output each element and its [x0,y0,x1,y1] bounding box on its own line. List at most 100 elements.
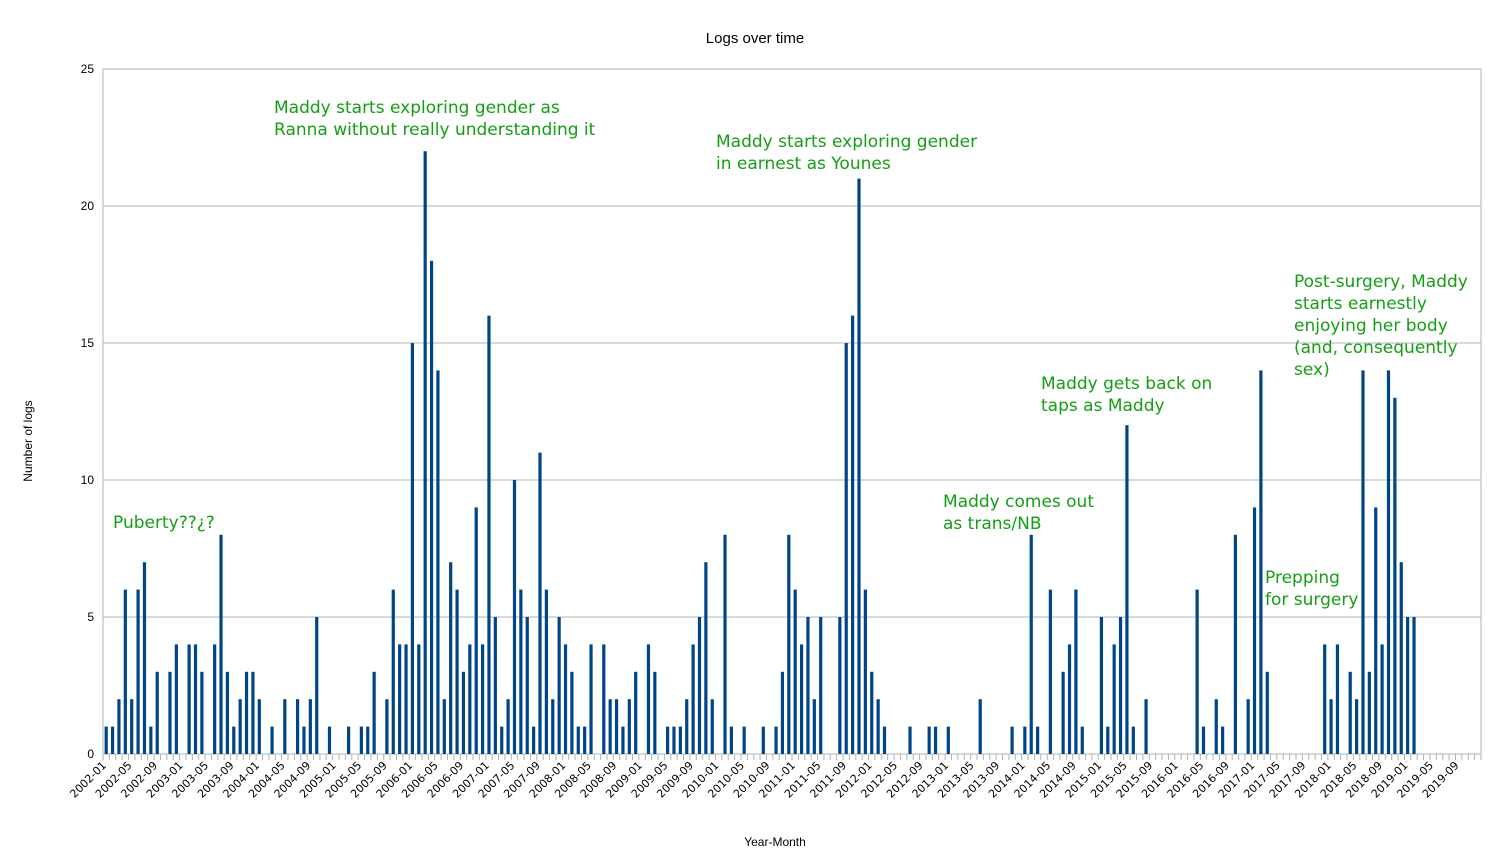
bar [1367,671,1371,754]
bar [1335,644,1340,754]
bar [468,644,472,754]
bar [704,562,708,754]
bar [653,671,657,754]
annotation-puberty: Puberty??¿? [113,512,215,534]
annotation-line: Maddy starts exploring gender [716,132,978,152]
bar [1265,671,1269,754]
bar [1118,617,1123,754]
bar [933,726,938,754]
bar [614,699,619,754]
bar [295,699,300,754]
bar [1112,644,1116,754]
bar [787,534,791,754]
bar [729,726,733,754]
bar [697,617,702,754]
bar [1393,397,1397,754]
bar [410,343,415,754]
bar [219,534,223,754]
bar [1233,534,1237,754]
bar [315,617,319,754]
bar [474,507,478,754]
bar [525,617,529,754]
bar [857,178,861,755]
bar [672,726,676,754]
bar [863,589,867,754]
bar [774,726,778,754]
bar [347,726,351,754]
bar [1214,699,1218,754]
bar [398,644,402,754]
bar [589,644,593,754]
annotation-line: Puberty??¿? [113,513,215,533]
annotation-line: sex) [1294,360,1330,380]
bar [1099,617,1104,754]
annotation-line: (and, consequently [1294,338,1458,358]
bar [1201,726,1206,754]
bar [244,671,249,754]
bar [302,726,306,754]
annotation-taps: Maddy gets back on taps as Maddy [1041,373,1212,417]
y-tick-label: 0 [87,747,94,761]
bar [1067,644,1072,754]
bar [257,699,261,754]
annotation-line: Ranna without really understanding it [274,120,596,140]
bar [155,671,159,754]
bar [130,699,134,754]
bar [812,699,816,754]
bar [1010,726,1014,754]
annotation-ranna: Maddy starts exploring gender as Ranna w… [274,97,595,141]
bar [187,644,191,754]
bar [1195,589,1199,754]
bar [646,644,651,754]
bar [417,644,421,754]
bar [1380,644,1384,754]
annotation-line: Maddy gets back on [1041,374,1213,394]
annotation-line: enjoying her body [1294,316,1448,336]
bar [634,671,638,754]
annotation-prepping: Prepping for surgery [1265,567,1358,611]
bar [1412,617,1416,754]
annotation-line: Maddy starts exploring gender as [274,98,560,118]
bar [678,726,682,754]
x-axis-label: Year-Month [744,835,806,849]
bar [366,726,370,754]
bar [149,726,153,754]
bar [1221,726,1225,754]
bar [799,644,804,754]
bar [583,726,587,754]
bar [506,699,510,754]
bar [665,726,670,754]
bar [1080,726,1084,754]
bar [1399,562,1403,754]
bar [563,644,568,754]
bar [621,726,625,754]
y-tick-label: 15 [81,336,95,350]
bar [576,726,580,754]
bar [806,617,810,754]
bar [1144,699,1148,754]
bar [174,644,178,754]
bar [519,589,523,754]
annotation-line: Post-surgery, Maddy [1294,272,1468,292]
bar [200,671,204,754]
bar [544,589,548,754]
bar [455,589,459,754]
annotation-line: Prepping [1265,568,1340,588]
bar [225,671,230,754]
bar [819,617,823,754]
bar [1361,370,1365,754]
bar [442,699,446,754]
annotation-line: for surgery [1265,590,1359,610]
bar [978,699,982,754]
bar [461,671,466,754]
bar [136,589,140,754]
bar [927,726,931,754]
bar [327,726,332,754]
bar [110,726,115,754]
bar [1125,425,1129,754]
bar [213,644,217,754]
bar [780,671,785,754]
bar [685,699,689,754]
bar [500,726,504,754]
bar [1106,726,1110,754]
